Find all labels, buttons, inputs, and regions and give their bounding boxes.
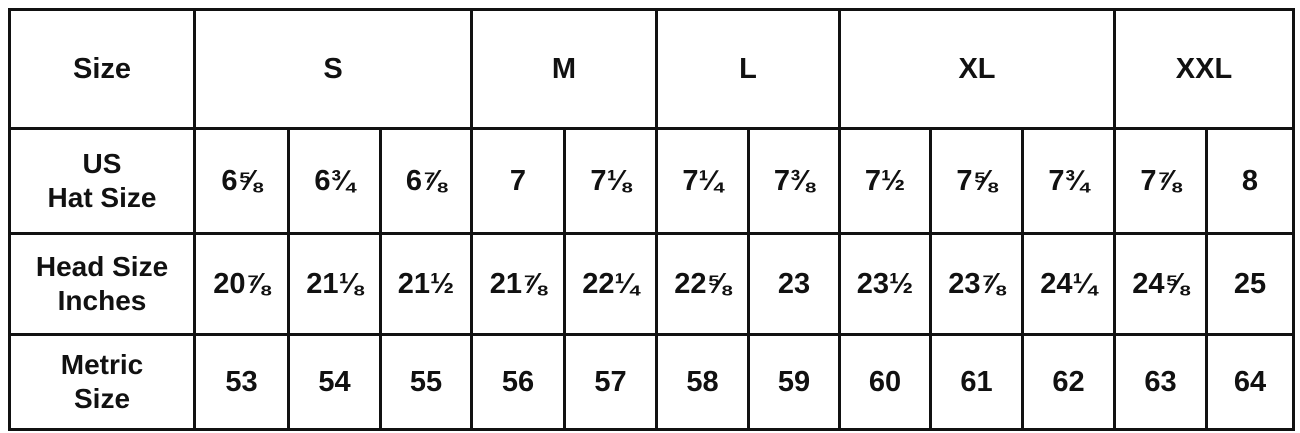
table-cell: 6¾	[287, 127, 382, 235]
table-row: US Hat Size 6⅝ 6¾ 6⅞ 7 7⅛ 7¼ 7⅜ 7½ 7⅝ 7¾ 7⅞ 8	[8, 127, 1295, 235]
table-row: Head Size Inches 20⅞ 21⅛ 21½ 21⅞ 22¼ 22⅝ 23 23½ 23…	[8, 232, 1295, 336]
table-cell: 24⅝	[1113, 232, 1208, 336]
table-cell: 7¾	[1021, 127, 1116, 235]
row-label-line2: Inches	[57, 285, 147, 316]
row-label-line2: Hat Size	[47, 182, 157, 213]
row-label: Metric Size	[8, 333, 196, 431]
size-group-l: L	[655, 8, 841, 130]
row-label-line1: US	[82, 148, 122, 180]
row-label: US Hat Size	[8, 127, 196, 235]
table-cell: 6⅞	[379, 127, 473, 235]
table-cell: 54	[287, 333, 382, 431]
table-cell: 25	[1205, 232, 1295, 336]
table-cell: 21⅞	[470, 232, 566, 336]
table-cell: 53	[193, 333, 290, 431]
hat-size-chart-table: Size S M L XL XXL US Hat Size 6⅝ 6¾ 6⅞ 7 7⅛ 7¼ 7…	[8, 8, 1295, 431]
table-cell: 59	[747, 333, 841, 431]
table-cell: 62	[1021, 333, 1116, 431]
table-cell: 61	[929, 333, 1024, 431]
table-cell: 8	[1205, 127, 1295, 235]
table-cell: 60	[838, 333, 932, 431]
table-cell: 56	[470, 333, 566, 431]
table-cell: 21½	[379, 232, 473, 336]
table-cell: 7⅝	[929, 127, 1024, 235]
table-cell: 7¼	[655, 127, 750, 235]
size-group-m: M	[470, 8, 658, 130]
row-label-line1: Metric	[60, 349, 144, 381]
table-cell: 23⅞	[929, 232, 1024, 336]
table-cell: 20⅞	[193, 232, 290, 336]
table-row: Metric Size 53 54 55 56 57 58 59 60 61 62 63 64	[8, 333, 1295, 431]
row-label-line1: Head Size	[35, 251, 169, 283]
table-cell: 64	[1205, 333, 1295, 431]
table-cell: 63	[1113, 333, 1208, 431]
table-cell: 21⅛	[287, 232, 382, 336]
size-group-xxl: XXL	[1113, 8, 1295, 130]
table-cell: 55	[379, 333, 473, 431]
size-group-xl: XL	[838, 8, 1116, 130]
row-label: Head Size Inches	[8, 232, 196, 336]
table-cell: 22⅝	[655, 232, 750, 336]
table-cell: 7⅛	[563, 127, 658, 235]
table-cell: 7⅞	[1113, 127, 1208, 235]
table-cell: 23	[747, 232, 841, 336]
table-cell: 7	[470, 127, 566, 235]
table-cell: 23½	[838, 232, 932, 336]
table-cell: 22¼	[563, 232, 658, 336]
table-cell: 57	[563, 333, 658, 431]
table-cell: 6⅝	[193, 127, 290, 235]
header-row: Size S M L XL XXL	[8, 8, 1295, 130]
size-group-s: S	[193, 8, 473, 130]
size-header: Size	[8, 8, 196, 130]
table-cell: 24¼	[1021, 232, 1116, 336]
table-cell: 58	[655, 333, 750, 431]
table-cell: 7⅜	[747, 127, 841, 235]
row-label-line2: Size	[73, 383, 131, 414]
table-cell: 7½	[838, 127, 932, 235]
